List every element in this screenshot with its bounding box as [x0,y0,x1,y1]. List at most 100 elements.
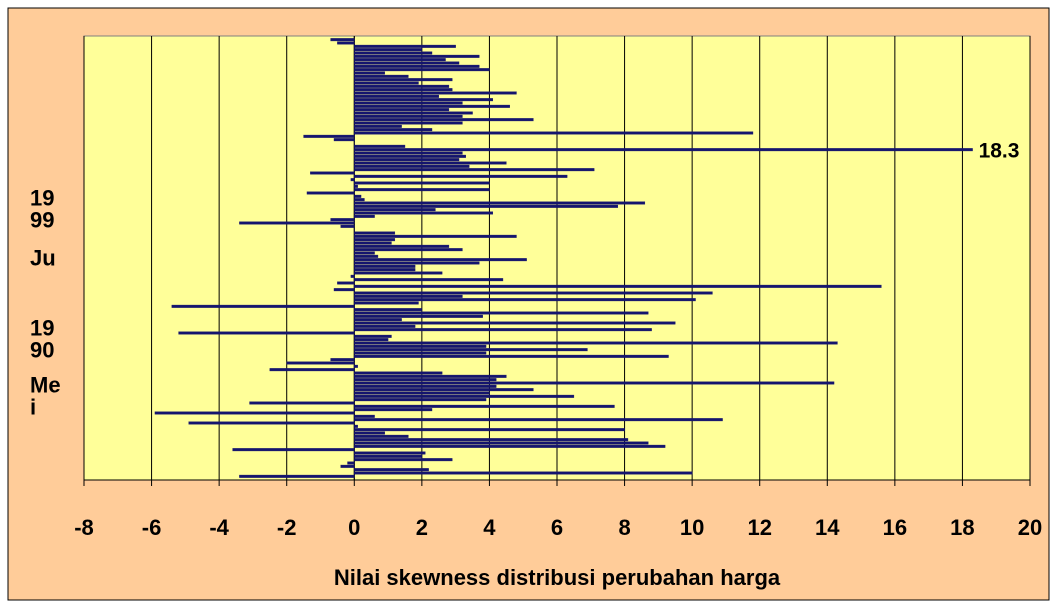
bar [354,458,453,462]
y-tick-label: 19 99 [30,186,54,233]
labels: -8 -6 -4 -2 0 2 4 6 8 10 12 14 16 18 20 19 99 Ju 19 90 Me i 18… [30,140,1042,540]
bar [354,88,453,92]
x-tick-label: 18 [950,515,974,540]
bar [310,171,355,175]
bar [354,428,625,432]
bar [354,391,490,395]
x-tick-label: 4 [483,515,496,540]
bar [354,318,402,322]
bar [330,38,355,42]
bar [354,64,480,68]
bar [354,418,723,422]
y-tick-label: Me i [30,372,61,419]
bar [354,94,439,98]
bar [354,184,358,188]
bar [354,434,409,438]
bar [354,161,507,165]
bar [354,454,423,458]
bar [354,258,527,262]
bar [354,181,490,185]
bar [354,244,450,248]
bar [354,338,389,342]
bar [354,118,534,122]
bar [354,408,433,412]
bar [354,124,402,128]
bar [354,291,713,295]
bar [354,144,406,148]
bar [354,234,517,238]
bar [354,378,497,382]
bar [354,468,429,472]
bar [354,364,358,368]
bar [354,374,507,378]
bar [347,461,355,465]
bar [350,274,355,278]
bar [354,211,494,215]
bar [354,108,450,112]
x-tick-label: -2 [277,515,297,540]
bar [340,224,355,228]
bar [354,348,588,352]
bar [354,424,358,428]
bar [354,471,693,475]
bar [354,404,615,408]
bar [354,158,460,162]
x-tick-label: 2 [416,515,428,540]
bar [354,314,483,318]
bar [354,148,973,152]
bar [354,188,490,192]
bars [154,38,973,478]
bar [354,208,436,212]
bar [354,351,487,355]
bar [354,61,460,65]
bar [354,121,463,125]
bar [354,441,649,445]
bar [354,264,416,268]
bar [354,398,487,402]
bar [354,168,595,172]
bar [354,74,409,78]
bar [286,361,355,365]
bar [354,261,480,265]
bar [354,334,392,338]
bar [354,44,456,48]
x-tick-label: -4 [209,515,229,540]
bar [354,451,426,455]
bar [354,321,676,325]
bar [354,204,619,208]
bar [354,284,882,288]
bar [354,238,396,242]
bar [354,84,450,88]
bar [354,384,497,388]
bar [354,294,463,298]
x-tick-label: 10 [680,515,704,540]
bar [333,288,355,292]
bar [330,218,355,222]
bar [171,304,355,308]
bar [350,178,355,182]
bar [354,354,669,358]
bar [354,311,649,315]
bar [354,114,463,118]
bar [232,448,355,452]
bar [354,254,379,258]
bar [333,138,355,142]
bar [354,414,375,418]
bar [354,48,423,52]
bar [337,41,355,45]
bar [306,191,355,195]
x-tick-label: 20 [1018,515,1042,540]
bar [354,394,575,398]
bar [354,214,375,218]
bar [154,411,355,415]
bar [354,51,433,55]
bar [354,271,443,275]
bar [354,438,629,442]
bar [337,281,355,285]
bar [354,328,652,332]
bar [354,308,423,312]
x-tick-label: -6 [142,515,162,540]
x-tick-label: 6 [551,515,563,540]
bar [354,278,504,282]
bar [354,444,666,448]
